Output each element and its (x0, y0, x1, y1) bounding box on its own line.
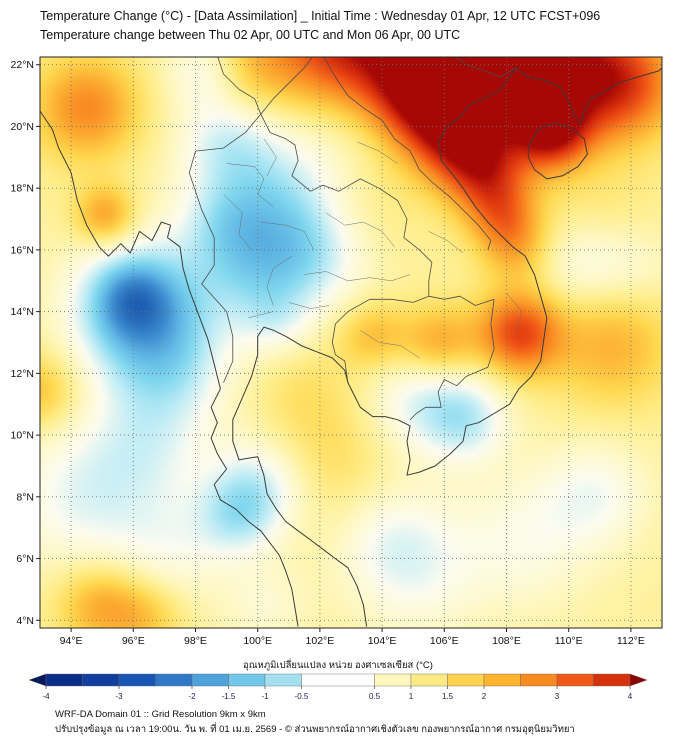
colorbar-tick-label: 3 (555, 692, 560, 701)
colorbar-segment (155, 673, 193, 687)
colorbar-tick-label: 1.5 (442, 692, 454, 701)
colorbar-tick-label: -1.5 (222, 692, 236, 701)
colorbar-segment (191, 673, 229, 687)
colorbar-tick-label: -1 (261, 692, 269, 701)
y-axis-tick-label: 12°N (11, 368, 34, 380)
x-axis-tick-label: 98°E (184, 635, 207, 647)
colorbar-segment (593, 673, 631, 687)
colorbar-tick-label: -2 (188, 692, 196, 701)
x-axis-tick-label: 108°E (492, 635, 521, 647)
y-axis-tick-label: 22°N (11, 59, 34, 71)
x-axis-tick-label: 110°E (555, 635, 583, 647)
temperature-heatmap-canvas (40, 57, 662, 628)
x-axis-tick-label: 112°E (617, 635, 645, 647)
footer-domain-info: WRF-DA Domain 01 :: Grid Resolution 9km … (55, 709, 266, 720)
colorbar-right-arrow (629, 673, 648, 687)
footer-update-info: ปรับปรุงข้อมูล ณ เวลา 19:00น. วัน พ. ที่… (55, 724, 575, 736)
colorbar-tick-label: 2 (482, 692, 487, 701)
y-axis-tick-label: 8°N (16, 491, 34, 503)
chart-title-line2: Temperature change between Thu 02 Apr, 0… (40, 27, 461, 42)
x-axis-tick-label: 96°E (122, 635, 145, 647)
colorbar-tick-label: -4 (42, 692, 50, 701)
colorbar-tick-label: 4 (628, 692, 633, 701)
y-axis-tick-label: 20°N (11, 121, 34, 133)
colorbar-segment (483, 673, 521, 687)
colorbar-segment (556, 673, 594, 687)
colorbar-segment (82, 673, 120, 687)
colorbar-left-arrow (28, 673, 47, 687)
colorbar-title: อุณหภูมิเปลี่ยนแปลง หน่วย องศาเซลเซียส (… (243, 660, 433, 671)
colorbar-tick-label: -3 (115, 692, 123, 701)
colorbar-segment (374, 673, 412, 687)
colorbar-segment (118, 673, 156, 687)
footer: WRF-DA Domain 01 :: Grid Resolution 9km … (55, 707, 575, 737)
x-axis-tick-label: 100°E (243, 635, 272, 647)
colorbar-tick-label: -0.5 (295, 692, 309, 701)
title-block: Temperature Change (°C) - [Data Assimila… (40, 7, 600, 45)
colorbar-segment (520, 673, 558, 687)
y-axis-tick-label: 18°N (11, 183, 34, 195)
y-axis-tick-label: 10°N (11, 430, 34, 442)
colorbar-segment (45, 673, 83, 687)
y-axis-tick-label: 6°N (16, 553, 34, 565)
colorbar-tick-label: 1 (409, 692, 414, 701)
colorbar-segment (264, 673, 302, 687)
x-axis-tick-label: 104°E (368, 635, 397, 647)
colorbar-segment (301, 673, 375, 687)
y-axis-tick-label: 16°N (11, 244, 34, 256)
y-axis-tick-label: 4°N (16, 615, 34, 627)
colorbar-segment (447, 673, 485, 687)
x-axis-tick-label: 102°E (306, 635, 335, 647)
x-axis-tick-label: 106°E (430, 635, 459, 647)
chart-title-line1: Temperature Change (°C) - [Data Assimila… (40, 9, 601, 23)
colorbar-tick-label: 0.5 (369, 692, 381, 701)
x-axis-tick-label: 94°E (60, 635, 83, 647)
colorbar-segment (228, 673, 266, 687)
y-axis-tick-label: 14°N (11, 306, 34, 318)
colorbar: -4 -3 -2 -1.5 -1 -0.5 0.5 1 1.5 2 3 4 (28, 673, 648, 701)
colorbar-segment (410, 673, 448, 687)
